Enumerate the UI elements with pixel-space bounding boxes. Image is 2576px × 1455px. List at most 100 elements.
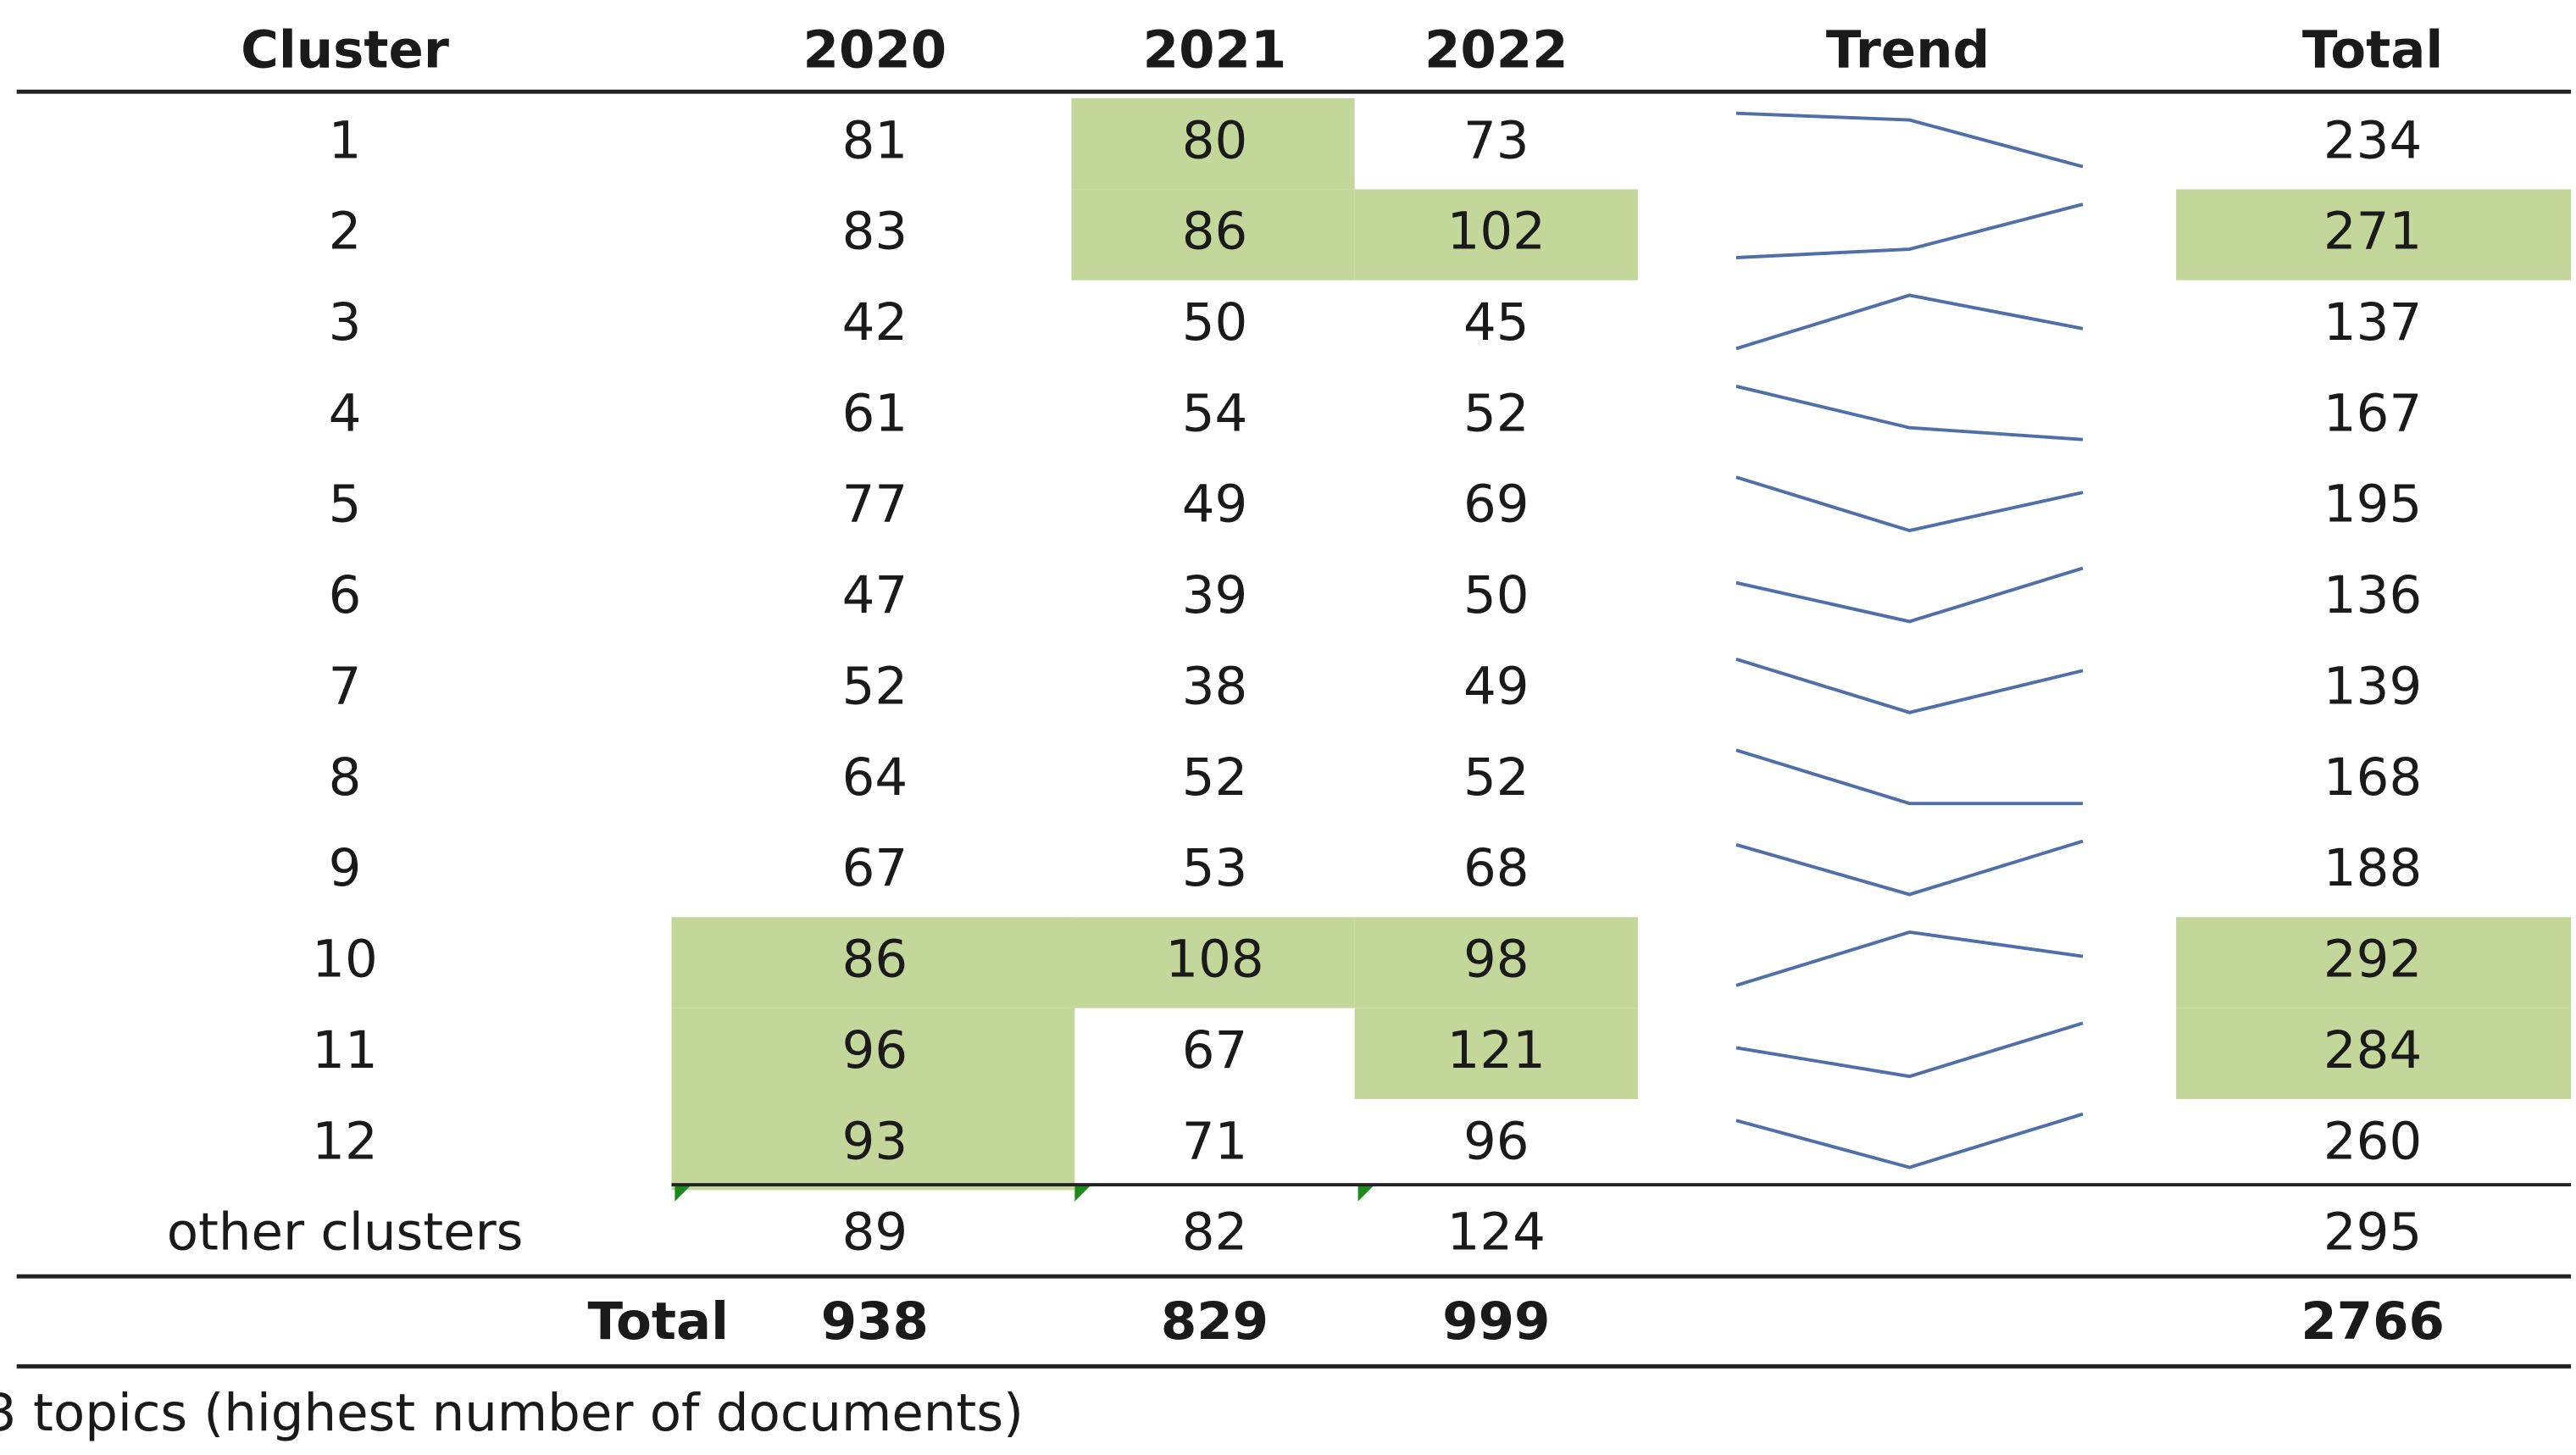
highlight-cell [671, 917, 1075, 1008]
cell-total: 260 [2323, 1111, 2422, 1171]
cell-value: 80 [1182, 110, 1248, 170]
cell-value: 52 [1463, 383, 1530, 443]
sparkline [1735, 293, 2084, 351]
cell-value: 96 [842, 1020, 908, 1080]
cell-value: 102 [1447, 202, 1546, 262]
column-header: Trend [1826, 20, 1990, 81]
sparkline [1735, 658, 2084, 714]
column-header: 2020 [803, 20, 947, 81]
column-header: 2021 [1143, 20, 1287, 81]
cell-value: 52 [842, 656, 908, 716]
cell-value: 96 [1463, 1111, 1530, 1171]
highlight-cell [1071, 98, 1355, 190]
cell-value: 39 [1182, 565, 1248, 625]
cell-value: 53 [1182, 838, 1248, 898]
cell-total: 188 [2323, 838, 2422, 898]
cell-value: 69 [1463, 475, 1530, 535]
highlight-cell [1354, 917, 1638, 1008]
sparkline [1735, 930, 2084, 987]
cell-total: 136 [2323, 565, 2422, 625]
cell-value: 86 [1182, 202, 1248, 262]
cell-total: 167 [2323, 383, 2422, 443]
cluster-label: 8 [329, 747, 362, 808]
cell-total: 284 [2323, 1020, 2422, 1080]
highlight-cell [1071, 917, 1355, 1008]
total-value: 829 [1161, 1291, 1269, 1352]
cell-value: 81 [842, 110, 908, 170]
cell-value: 42 [842, 292, 908, 353]
sparkline [1735, 203, 2084, 259]
cell-value: 86 [842, 930, 908, 990]
cell-value: 124 [1447, 1202, 1546, 1263]
cell-value: 108 [1165, 930, 1263, 990]
cell-value: 52 [1463, 747, 1530, 808]
cell-total: 271 [2323, 202, 2422, 262]
highlight-cell [2176, 917, 2572, 1008]
sparkline [1735, 566, 2084, 624]
cell-total: 137 [2323, 292, 2422, 353]
column-header: Total [2302, 20, 2443, 81]
cell-value: 71 [1182, 1111, 1248, 1171]
footnote: Green background - top 3 topics (highest… [0, 1383, 1024, 1443]
cluster-label: 1 [329, 110, 362, 170]
cell-total: 295 [2323, 1202, 2422, 1263]
cell-value: 47 [842, 565, 908, 625]
cell-value: 83 [842, 202, 908, 262]
sparkline [1735, 1021, 2084, 1079]
total-value: 999 [1442, 1291, 1550, 1352]
cluster-label: 3 [329, 292, 362, 353]
sparkline [1735, 1112, 2084, 1169]
cluster-label: other clusters [167, 1202, 524, 1263]
cell-value: 121 [1447, 1020, 1546, 1080]
cell-total: 292 [2323, 930, 2422, 990]
cluster-label: 6 [329, 565, 362, 625]
cell-value: 50 [1182, 292, 1248, 353]
highlight-cell [2176, 189, 2572, 280]
total-label: Total [587, 1291, 728, 1352]
cell-value: 45 [1463, 292, 1530, 353]
column-header: Cluster [241, 20, 449, 81]
cluster-label: 2 [329, 202, 362, 262]
highlight-cell [1354, 1008, 1638, 1099]
highlight-cell [2176, 1008, 2572, 1099]
sparkline [1735, 111, 2084, 169]
cell-value: 64 [842, 747, 908, 808]
cell-value: 93 [842, 1111, 908, 1171]
highlight-cell [671, 1098, 1075, 1191]
cell-total: 234 [2323, 110, 2422, 170]
cluster-label: 10 [312, 930, 378, 990]
cell-value: 68 [1463, 838, 1530, 898]
cluster-label: 5 [329, 475, 362, 535]
cluster-label: 12 [312, 1111, 378, 1171]
sparkline [1735, 839, 2084, 897]
cell-value: 54 [1182, 383, 1248, 443]
cell-value: 89 [842, 1202, 908, 1263]
cell-value: 82 [1182, 1202, 1248, 1263]
cell-value: 50 [1463, 565, 1530, 625]
sparkline [1735, 475, 2084, 533]
cell-total: 139 [2323, 656, 2422, 716]
cell-value: 67 [1182, 1020, 1248, 1080]
cluster-label: 11 [312, 1020, 378, 1080]
cluster-label: 9 [329, 838, 362, 898]
cell-value: 77 [842, 475, 908, 535]
cell-total: 168 [2323, 747, 2422, 808]
column-header: 2022 [1424, 20, 1568, 81]
total-value: 938 [821, 1291, 929, 1352]
cluster-label: 4 [329, 383, 362, 443]
cell-value: 98 [1463, 930, 1530, 990]
cell-value: 49 [1463, 656, 1530, 716]
cell-value: 52 [1182, 747, 1248, 808]
grand-total: 2766 [2301, 1291, 2445, 1352]
cluster-label: 7 [329, 656, 362, 716]
cell-total: 195 [2323, 475, 2422, 535]
cell-value: 67 [842, 838, 908, 898]
cell-value: 38 [1182, 656, 1248, 716]
cell-value: 73 [1463, 110, 1530, 170]
highlight-cell [1071, 189, 1355, 280]
sparkline [1735, 384, 2084, 441]
highlight-cell [671, 1008, 1075, 1099]
sparkline [1735, 748, 2083, 806]
